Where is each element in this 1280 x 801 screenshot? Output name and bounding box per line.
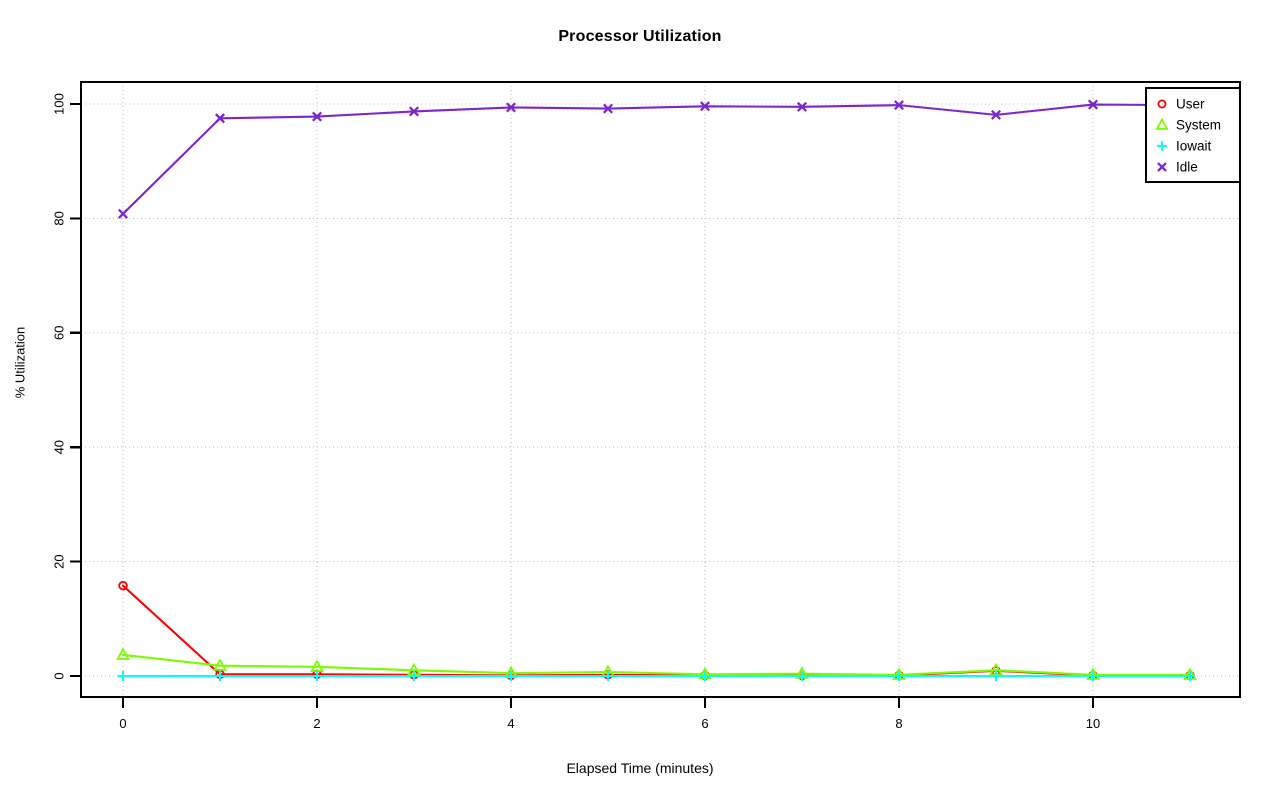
data-series: [116, 99, 1197, 682]
data-marker: [118, 580, 128, 591]
data-marker: [117, 208, 129, 219]
svg-text:20: 20: [52, 554, 67, 568]
data-marker: [893, 100, 905, 111]
data-marker: [408, 670, 420, 682]
data-marker: [311, 111, 323, 122]
data-marker: [505, 670, 517, 682]
data-marker: [1184, 670, 1196, 682]
axis-ticks: 0 20 40 60 80 100 0 2 4 6 8 10: [52, 93, 1101, 731]
svg-text:4: 4: [507, 716, 514, 731]
data-marker: [1087, 99, 1099, 110]
data-marker: [213, 658, 227, 671]
data-marker: [1157, 141, 1167, 151]
data-marker: [699, 670, 711, 682]
data-marker: [214, 670, 226, 682]
grid-lines: [81, 82, 1240, 697]
series-idle: [117, 99, 1196, 219]
svg-text:0: 0: [52, 672, 67, 679]
data-marker: [311, 670, 323, 682]
svg-text:80: 80: [52, 211, 67, 225]
svg-text:2: 2: [313, 716, 320, 731]
legend-label: Iowait: [1176, 139, 1212, 154]
data-marker: [1155, 117, 1169, 130]
data-marker: [117, 670, 129, 682]
svg-text:8: 8: [895, 716, 902, 731]
svg-text:6: 6: [701, 716, 708, 731]
svg-text:40: 40: [52, 440, 67, 454]
chart-title: Processor Utilization: [558, 28, 722, 45]
data-marker: [990, 670, 1002, 682]
data-marker: [602, 103, 614, 114]
data-marker: [408, 106, 420, 117]
x-axis-label: Elapsed Time (minutes): [566, 760, 714, 776]
legend-item-system[interactable]: System: [1155, 117, 1221, 133]
data-marker: [796, 670, 808, 682]
svg-text:10: 10: [1086, 716, 1100, 731]
legend-label: User: [1176, 97, 1205, 112]
data-marker: [1087, 670, 1099, 682]
legend-item-iowait[interactable]: Iowait: [1157, 139, 1212, 154]
legend-label: System: [1176, 118, 1221, 133]
svg-text:100: 100: [52, 93, 67, 115]
data-marker: [214, 113, 226, 124]
data-marker: [602, 670, 614, 682]
svg-text:60: 60: [52, 326, 67, 340]
data-marker: [505, 102, 517, 113]
data-marker: [699, 101, 711, 112]
data-marker: [1157, 99, 1167, 109]
data-marker: [893, 670, 905, 682]
series-user: [118, 580, 1195, 681]
data-marker: [990, 109, 1002, 120]
legend-label: Idle: [1176, 160, 1198, 175]
axes: [79, 80, 1242, 699]
svg-text:0: 0: [119, 716, 126, 731]
legend: User System Iowait Idle: [1144, 86, 1242, 184]
data-marker: [1157, 162, 1167, 172]
series-iowait: [117, 670, 1196, 682]
data-marker: [796, 101, 808, 112]
legend-item-user[interactable]: User: [1157, 97, 1205, 112]
data-marker: [116, 647, 130, 660]
legend-item-idle[interactable]: Idle: [1157, 160, 1198, 175]
